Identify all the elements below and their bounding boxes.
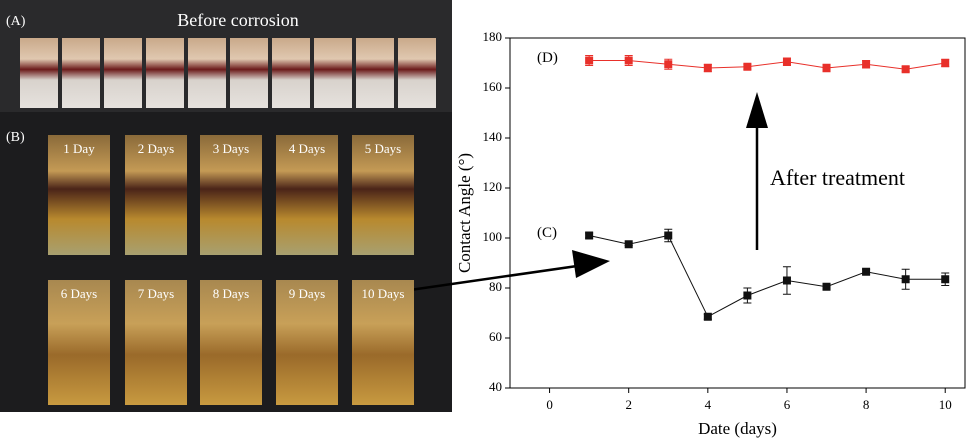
day-label: 6 Days <box>61 286 97 301</box>
panel-label: (B) <box>6 130 25 145</box>
data-point <box>862 268 870 276</box>
coupon <box>146 38 184 108</box>
y-tick-label: 100 <box>483 229 503 244</box>
coupon <box>314 38 352 108</box>
y-tick-label: 80 <box>489 279 502 294</box>
day-label: 8 Days <box>213 286 249 301</box>
data-point <box>941 59 949 67</box>
x-tick-label: 0 <box>546 397 553 412</box>
x-tick-label: 4 <box>705 397 712 412</box>
y-tick-label: 160 <box>483 79 503 94</box>
data-point <box>664 60 672 68</box>
data-point <box>823 64 831 72</box>
plot-frame <box>510 38 965 388</box>
data-point <box>783 277 791 285</box>
arrow-head <box>572 250 610 278</box>
coupon <box>398 38 436 108</box>
coupon <box>62 38 100 108</box>
data-point <box>585 57 593 65</box>
day-label: 2 Days <box>138 141 174 156</box>
data-point <box>743 63 751 71</box>
data-point <box>823 283 831 291</box>
y-tick-label: 60 <box>489 329 502 344</box>
y-tick-label: 180 <box>483 29 503 44</box>
coupon <box>20 38 58 108</box>
data-point <box>585 232 593 240</box>
series-line <box>589 236 945 317</box>
coupon <box>104 38 142 108</box>
x-tick-label: 2 <box>625 397 632 412</box>
x-tick-label: 6 <box>784 397 791 412</box>
data-point <box>862 60 870 68</box>
data-point <box>704 64 712 72</box>
y-axis-label: Contact Angle (°) <box>455 153 474 273</box>
day-label: 7 Days <box>138 286 174 301</box>
x-tick-label: 8 <box>863 397 870 412</box>
data-point <box>902 65 910 73</box>
day-label: 5 Days <box>365 141 401 156</box>
coupon <box>356 38 394 108</box>
series-label: (C) <box>537 225 557 241</box>
data-point <box>664 232 672 240</box>
data-point <box>704 313 712 321</box>
data-point <box>743 292 751 300</box>
day-label: 1 Day <box>63 141 95 156</box>
panel-label: (A) <box>6 14 26 29</box>
data-point <box>941 275 949 283</box>
series-line <box>589 61 945 70</box>
day-label: 4 Days <box>289 141 325 156</box>
data-point <box>625 57 633 65</box>
x-axis-label: Date (days) <box>698 419 777 438</box>
annotation: After treatment <box>770 165 905 190</box>
data-point <box>902 275 910 283</box>
coupon <box>188 38 226 108</box>
y-tick-label: 120 <box>483 179 503 194</box>
data-point <box>783 58 791 66</box>
figure: (A) Before corrosion (B) 1 Day 2 Days 3 Da… <box>0 0 979 440</box>
coupon <box>272 38 310 108</box>
arrow-head <box>746 92 768 128</box>
series-label: (D) <box>537 50 558 66</box>
panel-title: Before corrosion <box>177 10 298 30</box>
y-tick-label: 140 <box>483 129 503 144</box>
day-label: 3 Days <box>213 141 249 156</box>
x-tick-label: 10 <box>939 397 952 412</box>
day-label: 9 Days <box>289 286 325 301</box>
day-label: 10 Days <box>362 286 405 301</box>
data-point <box>625 240 633 248</box>
y-tick-label: 40 <box>489 379 502 394</box>
coupon <box>230 38 268 108</box>
